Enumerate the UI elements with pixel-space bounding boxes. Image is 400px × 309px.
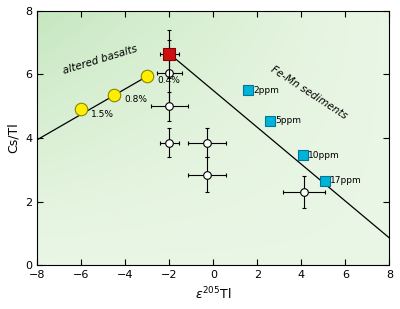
- Text: 17ppm: 17ppm: [330, 176, 362, 185]
- Y-axis label: Cs/Tl: Cs/Tl: [7, 123, 20, 153]
- Text: 2ppm: 2ppm: [253, 86, 279, 95]
- Text: 1.5%: 1.5%: [91, 110, 114, 119]
- Text: 10ppm: 10ppm: [308, 151, 340, 160]
- Text: 0.8%: 0.8%: [124, 95, 147, 104]
- Text: 0.4%: 0.4%: [157, 76, 180, 85]
- Text: Fe-Mn sediments: Fe-Mn sediments: [269, 64, 349, 121]
- Text: 5ppm: 5ppm: [275, 116, 301, 125]
- Text: altered basalts: altered basalts: [61, 44, 138, 76]
- X-axis label: $\varepsilon^{205}$Tl: $\varepsilon^{205}$Tl: [195, 286, 232, 302]
